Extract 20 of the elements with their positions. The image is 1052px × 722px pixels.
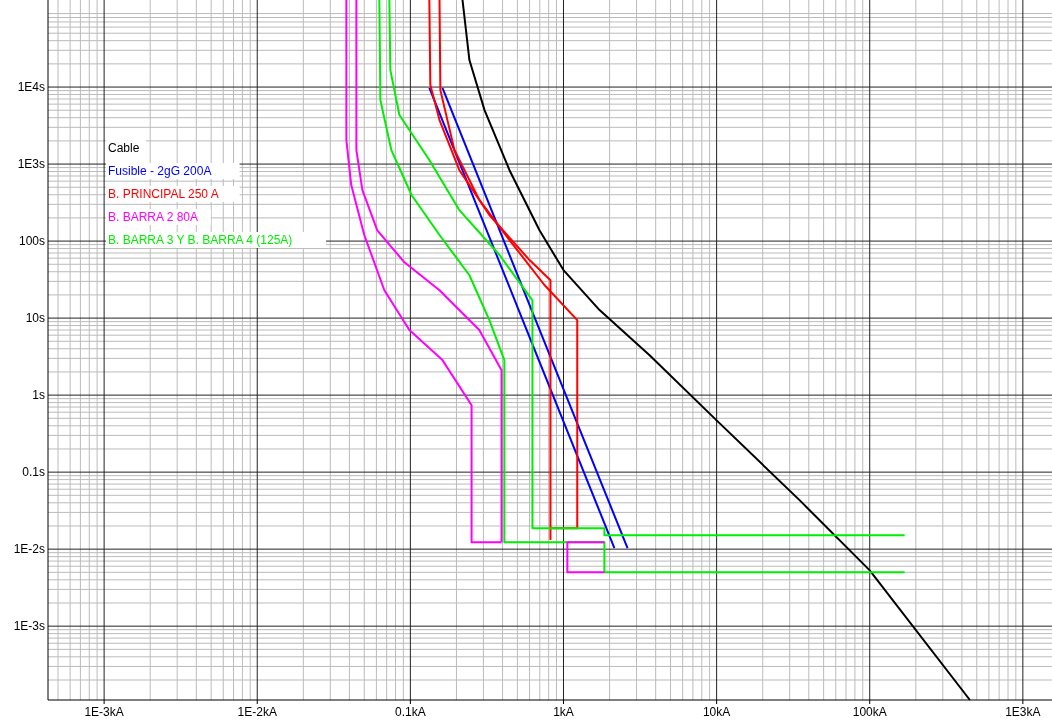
y-tick-label: 0.1s bbox=[22, 465, 45, 480]
x-tick-label: 1E-3kA bbox=[84, 705, 124, 719]
x-tick-label: 1E3kA bbox=[1005, 705, 1041, 719]
x-tick-label: 1kA bbox=[553, 705, 574, 719]
y-tick-label: 1E3s bbox=[17, 157, 45, 172]
text: B. PRINCIPAL 250 A bbox=[108, 187, 219, 201]
text: B. BARRA 2 80A bbox=[108, 210, 199, 224]
x-tick-label: 1E-2kA bbox=[237, 705, 277, 719]
y-tick-label: 1E4s bbox=[17, 80, 45, 95]
x-tick-label: 10kA bbox=[702, 705, 731, 719]
text: Cable bbox=[108, 141, 140, 155]
x-tick-label: 100kA bbox=[852, 705, 887, 719]
y-tick-label: 1E-3s bbox=[13, 619, 45, 634]
y-tick-label: 1E-2s bbox=[13, 542, 45, 557]
y-tick-label: 10s bbox=[25, 311, 45, 326]
y-tick-label: 1s bbox=[32, 388, 45, 403]
x-tick-label: 0.1kA bbox=[395, 705, 426, 719]
y-tick-label: 100s bbox=[18, 234, 45, 249]
text: Fusible - 2gG 200A bbox=[108, 164, 212, 178]
text: B. BARRA 3 Y B. BARRA 4 (125A) bbox=[108, 233, 293, 247]
